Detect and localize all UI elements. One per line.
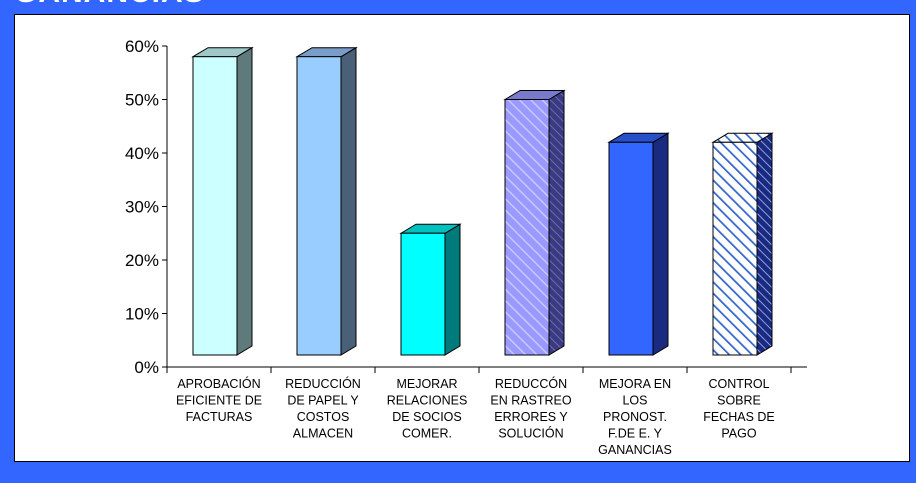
- x-tick-label-line: PAGO: [721, 427, 756, 441]
- x-tick-label: REDUCCIÓN DE PAPEL Y COSTOS ALMACEN: [285, 376, 361, 441]
- bar-side: [340, 46, 357, 356]
- x-tick-label-line: MEJORAR: [396, 377, 457, 391]
- x-tick-label-line: MEJORA EN: [599, 377, 671, 391]
- y-tick-label: 60%: [125, 37, 159, 56]
- bar-front: [504, 99, 550, 356]
- x-tick-label: APROBACIÓN EFICIENTE DE FACTURAS: [176, 376, 262, 424]
- x-tick-label: MEJORAR RELACIONES DE SOCIOS COMER.: [387, 377, 468, 441]
- x-tick-label-line: CONTROL: [708, 377, 769, 391]
- bar-side: [548, 89, 565, 356]
- x-tick-label-line: FECHAS DE: [703, 410, 775, 424]
- x-tick-label-line: EFICIENTE DE: [176, 394, 262, 408]
- chart-heading: GANANCIAS: [14, 0, 205, 10]
- x-tick-label: REDUCCÓN EN RASTREO ERRORES Y SOLUCIÓN: [490, 376, 572, 441]
- x-tick-label: MEJORA EN LOS PRONOST. F.DE E. Y GANANCIAS: [598, 377, 672, 457]
- x-tick-label-line: SOBRE: [717, 394, 761, 408]
- bar-front: [712, 141, 758, 356]
- bar-front: [400, 232, 446, 356]
- y-tick-label: 0%: [134, 358, 159, 377]
- x-tick-label-line: FACTURAS: [186, 410, 253, 424]
- x-tick-label-line: EN RASTREO: [490, 394, 572, 408]
- x-tick-label-line: SOLUCIÓN: [498, 426, 563, 441]
- bar-side: [756, 132, 773, 356]
- x-tick-label-line: ERRORES Y: [494, 410, 568, 424]
- bar-side: [236, 46, 253, 356]
- bar-front: [296, 56, 342, 356]
- x-tick-label-line: COSTOS: [297, 410, 350, 424]
- bar: [191, 46, 254, 356]
- bar: [503, 89, 566, 356]
- axes: 0% 10% 20% 30% 40% 50% 60%: [125, 37, 807, 377]
- y-tick-label: 50%: [125, 91, 159, 110]
- x-tick-label-line: REDUCCÓN: [495, 376, 567, 391]
- bar: [399, 223, 462, 356]
- bar-front: [608, 141, 654, 356]
- x-tick-label-line: LOS: [622, 394, 647, 408]
- x-tick-label-line: REDUCCIÓN: [285, 376, 361, 391]
- x-tick-label-line: DE PAPEL Y: [287, 394, 359, 408]
- bar-side: [652, 132, 669, 356]
- y-tick-label: 30%: [125, 198, 159, 217]
- bar: [711, 132, 774, 356]
- bars: [191, 46, 774, 356]
- x-tick-label-line: APROBACIÓN: [177, 376, 260, 391]
- bar: [295, 46, 358, 356]
- category-labels: APROBACIÓN EFICIENTE DE FACTURAS REDUCCIÓN D…: [176, 376, 775, 457]
- x-tick-label-line: DE SOCIOS: [392, 410, 461, 424]
- x-tick-label-line: PRONOST.: [603, 410, 667, 424]
- y-tick-label: 10%: [125, 305, 159, 324]
- bar: [607, 132, 670, 356]
- y-tick-label: 40%: [125, 144, 159, 163]
- bar-front: [192, 56, 238, 356]
- x-tick-label-line: GANANCIAS: [598, 443, 672, 457]
- bar-side: [444, 223, 461, 356]
- x-tick-label-line: F.DE E. Y: [608, 427, 663, 441]
- x-tick-label: CONTROL SOBRE FECHAS DE PAGO: [703, 377, 775, 441]
- x-tick-label-line: COMER.: [402, 427, 452, 441]
- x-tick-label-line: ALMACEN: [293, 427, 353, 441]
- x-tick-label-line: RELACIONES: [387, 394, 468, 408]
- y-tick-label: 20%: [125, 251, 159, 270]
